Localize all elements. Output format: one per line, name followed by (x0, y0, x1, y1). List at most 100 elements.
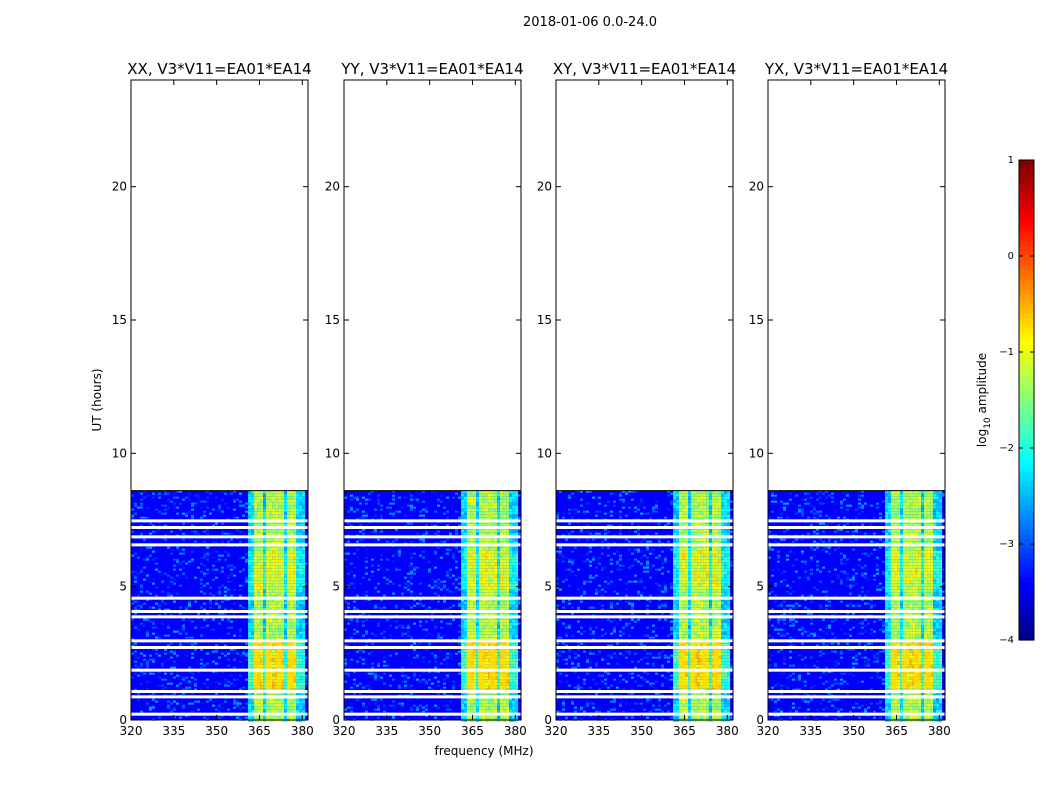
y-axis-label: UT (hours) (90, 368, 104, 431)
panel-3: 320 335 350 365 380 0 5 10 15 20 XY, V3*V11=EA01*E… (537, 60, 739, 738)
panel-title: XX, V3*V11=EA01*EA14 (127, 60, 311, 78)
y-tick-label: 20 (749, 180, 764, 194)
colorbar-tick-label: −3 (999, 539, 1014, 550)
y-tick-label: 20 (112, 180, 127, 194)
data-gap-13 (556, 519, 733, 523)
y-tick-label: 15 (325, 313, 340, 327)
hot-channel-2 (902, 642, 909, 688)
x-tick-label: 365 (461, 724, 484, 738)
x-axis-label: frequency (MHz) (434, 744, 533, 758)
rfi-band (461, 490, 519, 722)
data-gap-8 (131, 610, 308, 613)
data-gap-10 (131, 543, 308, 547)
y-tick-label: 5 (544, 580, 552, 594)
x-tick-label: 365 (248, 724, 271, 738)
x-tick-label: 335 (162, 724, 185, 738)
data-gap-4 (131, 668, 308, 672)
colorbar-label-main: log (975, 429, 989, 447)
data-gap-4 (344, 668, 521, 672)
colorbar: 1 0 −1 −2 −3 −4 (999, 155, 1035, 646)
data-gap-5 (768, 646, 945, 649)
colorbar-tick-label: 1 (1008, 155, 1014, 166)
data-gap-7 (131, 615, 308, 619)
colorbar-tick-label: 0 (1008, 251, 1014, 262)
panel-frame (767, 79, 946, 721)
data-gap-8 (344, 610, 521, 613)
panel-frame (555, 79, 734, 721)
data-gap-10 (344, 543, 521, 547)
data-gap-1 (131, 712, 308, 716)
data-gap-4 (768, 668, 945, 672)
data-gap-1 (768, 712, 945, 716)
hot-channel-2 (265, 642, 272, 688)
data-gap-2 (131, 695, 308, 699)
data-gap-10 (768, 543, 945, 547)
y-tick-label: 10 (749, 446, 764, 460)
panel-title: YX, V3*V11=EA01*EA14 (764, 60, 948, 78)
hot-channel-4 (712, 642, 719, 688)
data-gap-6 (556, 639, 733, 643)
x-tick-label: 335 (587, 724, 610, 738)
panel-2: 320 335 350 365 380 0 5 10 15 20 YY, V3*V11=EA01*E… (325, 60, 527, 738)
data-gap-1 (344, 712, 521, 716)
data-gap-12 (131, 526, 308, 529)
x-tick-label: 320 (333, 724, 356, 738)
panel-1: 320 335 350 365 380 0 5 10 15 20 XX, V3*V11=EA01*E… (112, 60, 314, 738)
panel-title: XY, V3*V11=EA01*EA14 (553, 60, 736, 78)
data-gap-11 (344, 535, 521, 539)
hot-channel-3 (489, 642, 496, 688)
x-tick-label: 320 (757, 724, 780, 738)
y-tick-label: 0 (332, 713, 340, 727)
panel-frame (343, 79, 522, 721)
data-gap-13 (131, 519, 308, 523)
data-gap-11 (131, 535, 308, 539)
hot-channel-4 (287, 642, 294, 688)
x-tick-label: 320 (545, 724, 568, 738)
hot-channel-3 (276, 642, 283, 688)
x-tick-label: 335 (799, 724, 822, 738)
data-gap-7 (344, 615, 521, 619)
data-gap-8 (556, 610, 733, 613)
data-gap-9 (768, 596, 945, 600)
data-gap-5 (556, 646, 733, 649)
hot-channel-2 (478, 642, 485, 688)
y-tick-label: 5 (332, 580, 340, 594)
x-tick-label: 365 (673, 724, 696, 738)
panel-frame (130, 79, 309, 721)
y-tick-label: 15 (112, 313, 127, 327)
y-tick-label: 0 (756, 713, 764, 727)
x-tick-label: 380 (928, 724, 951, 738)
data-gap-1 (556, 712, 733, 716)
data-gap-2 (344, 695, 521, 699)
data-gap-5 (344, 646, 521, 649)
panel-title: YY, V3*V11=EA01*EA14 (340, 60, 523, 78)
y-tick-label: 0 (119, 713, 127, 727)
y-tick-label: 5 (756, 580, 764, 594)
colorbar-label-rest: amplitude (975, 353, 989, 417)
data-gap-8 (768, 610, 945, 613)
data-gap-2 (768, 695, 945, 699)
panel-4: 320 335 350 365 380 0 5 10 15 20 YX, V3*V11=EA01*E… (749, 60, 951, 738)
data-gap-9 (344, 596, 521, 600)
data-gap-13 (768, 519, 945, 523)
figure-suptitle: 2018-01-06 0.0-24.0 (523, 15, 657, 30)
data-gap-3 (768, 690, 945, 693)
hot-channel-1 (890, 642, 897, 688)
data-gap-10 (556, 543, 733, 547)
hot-channel-1 (678, 642, 685, 688)
y-tick-label: 10 (112, 446, 127, 460)
colorbar-label: log10 amplitude (975, 353, 993, 447)
y-tick-label: 15 (749, 313, 764, 327)
data-gap-11 (556, 535, 733, 539)
data-gap-4 (556, 668, 733, 672)
data-gap-12 (768, 526, 945, 529)
data-gap-7 (768, 615, 945, 619)
data-gap-5 (131, 646, 308, 649)
colorbar-tick-label: −2 (999, 443, 1014, 454)
hot-channel-3 (913, 642, 920, 688)
y-tick-label: 5 (119, 580, 127, 594)
colorbar-tick-label: −1 (999, 347, 1014, 358)
hot-channel-1 (466, 642, 473, 688)
data-gap-7 (556, 615, 733, 619)
